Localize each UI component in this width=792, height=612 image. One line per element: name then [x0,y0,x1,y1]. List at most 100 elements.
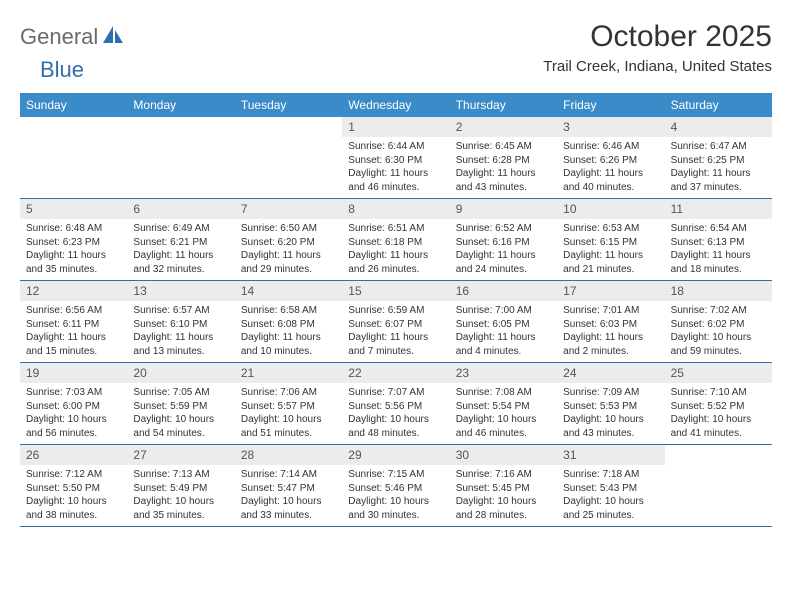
day-number: 7 [235,199,342,219]
calendar-day: 29Sunrise: 7:15 AMSunset: 5:46 PMDayligh… [342,445,449,527]
day-content: Sunrise: 6:59 AMSunset: 6:07 PMDaylight:… [342,301,449,362]
day-content: Sunrise: 7:06 AMSunset: 5:57 PMDaylight:… [235,383,342,444]
day-number: 4 [665,117,772,137]
calendar-day: 21Sunrise: 7:06 AMSunset: 5:57 PMDayligh… [235,363,342,445]
day-content: Sunrise: 7:10 AMSunset: 5:52 PMDaylight:… [665,383,772,444]
day-number: 3 [557,117,664,137]
day-content: Sunrise: 6:51 AMSunset: 6:18 PMDaylight:… [342,219,449,280]
day-content: Sunrise: 7:16 AMSunset: 5:45 PMDaylight:… [450,465,557,526]
logo-text-blue: Blue [40,57,84,83]
day-number: 8 [342,199,449,219]
calendar: Sunday Monday Tuesday Wednesday Thursday… [20,93,772,527]
day-number: 13 [127,281,234,301]
day-content: Sunrise: 7:18 AMSunset: 5:43 PMDaylight:… [557,465,664,526]
calendar-day: 22Sunrise: 7:07 AMSunset: 5:56 PMDayligh… [342,363,449,445]
weekday-header: Thursday [450,93,557,117]
sail-icon [102,25,124,50]
empty-cell [20,117,127,199]
location: Trail Creek, Indiana, United States [543,58,772,75]
weekday-header: Friday [557,93,664,117]
day-content: Sunrise: 6:54 AMSunset: 6:13 PMDaylight:… [665,219,772,280]
day-content: Sunrise: 7:02 AMSunset: 6:02 PMDaylight:… [665,301,772,362]
calendar-day: 7Sunrise: 6:50 AMSunset: 6:20 PMDaylight… [235,199,342,281]
day-number: 11 [665,199,772,219]
calendar-day: 28Sunrise: 7:14 AMSunset: 5:47 PMDayligh… [235,445,342,527]
calendar-day: 17Sunrise: 7:01 AMSunset: 6:03 PMDayligh… [557,281,664,363]
day-number: 25 [665,363,772,383]
day-number: 14 [235,281,342,301]
empty-cell [127,117,234,199]
calendar-body: 1Sunrise: 6:44 AMSunset: 6:30 PMDaylight… [20,117,772,527]
calendar-day: 10Sunrise: 6:53 AMSunset: 6:15 PMDayligh… [557,199,664,281]
day-content: Sunrise: 7:00 AMSunset: 6:05 PMDaylight:… [450,301,557,362]
calendar-day: 23Sunrise: 7:08 AMSunset: 5:54 PMDayligh… [450,363,557,445]
day-content: Sunrise: 7:09 AMSunset: 5:53 PMDaylight:… [557,383,664,444]
day-number: 31 [557,445,664,465]
day-number: 28 [235,445,342,465]
day-number: 23 [450,363,557,383]
calendar-header: Sunday Monday Tuesday Wednesday Thursday… [20,93,772,117]
day-number: 12 [20,281,127,301]
month-title: October 2025 [543,20,772,54]
weekday-header: Monday [127,93,234,117]
calendar-day: 12Sunrise: 6:56 AMSunset: 6:11 PMDayligh… [20,281,127,363]
day-content: Sunrise: 6:56 AMSunset: 6:11 PMDaylight:… [20,301,127,362]
day-number: 30 [450,445,557,465]
calendar-day: 20Sunrise: 7:05 AMSunset: 5:59 PMDayligh… [127,363,234,445]
day-content: Sunrise: 7:12 AMSunset: 5:50 PMDaylight:… [20,465,127,526]
day-number: 29 [342,445,449,465]
calendar-day: 8Sunrise: 6:51 AMSunset: 6:18 PMDaylight… [342,199,449,281]
calendar-day: 19Sunrise: 7:03 AMSunset: 6:00 PMDayligh… [20,363,127,445]
day-content: Sunrise: 6:53 AMSunset: 6:15 PMDaylight:… [557,219,664,280]
day-content: Sunrise: 6:44 AMSunset: 6:30 PMDaylight:… [342,137,449,198]
calendar-day: 15Sunrise: 6:59 AMSunset: 6:07 PMDayligh… [342,281,449,363]
day-content: Sunrise: 6:46 AMSunset: 6:26 PMDaylight:… [557,137,664,198]
calendar-day: 30Sunrise: 7:16 AMSunset: 5:45 PMDayligh… [450,445,557,527]
calendar-day: 2Sunrise: 6:45 AMSunset: 6:28 PMDaylight… [450,117,557,199]
logo: General [20,24,126,50]
calendar-day: 26Sunrise: 7:12 AMSunset: 5:50 PMDayligh… [20,445,127,527]
day-number: 20 [127,363,234,383]
day-number: 10 [557,199,664,219]
calendar-day: 24Sunrise: 7:09 AMSunset: 5:53 PMDayligh… [557,363,664,445]
day-number: 24 [557,363,664,383]
calendar-day: 3Sunrise: 6:46 AMSunset: 6:26 PMDaylight… [557,117,664,199]
day-content: Sunrise: 6:57 AMSunset: 6:10 PMDaylight:… [127,301,234,362]
day-number: 27 [127,445,234,465]
calendar-day: 14Sunrise: 6:58 AMSunset: 6:08 PMDayligh… [235,281,342,363]
calendar-day: 5Sunrise: 6:48 AMSunset: 6:23 PMDaylight… [20,199,127,281]
empty-cell [235,117,342,199]
calendar-day: 18Sunrise: 7:02 AMSunset: 6:02 PMDayligh… [665,281,772,363]
day-number: 6 [127,199,234,219]
weekday-header: Saturday [665,93,772,117]
day-number: 26 [20,445,127,465]
day-number: 1 [342,117,449,137]
day-number: 2 [450,117,557,137]
day-content: Sunrise: 6:49 AMSunset: 6:21 PMDaylight:… [127,219,234,280]
calendar-day: 27Sunrise: 7:13 AMSunset: 5:49 PMDayligh… [127,445,234,527]
calendar-day: 13Sunrise: 6:57 AMSunset: 6:10 PMDayligh… [127,281,234,363]
day-content: Sunrise: 6:58 AMSunset: 6:08 PMDaylight:… [235,301,342,362]
page: General October 2025 Trail Creek, Indian… [0,0,792,537]
day-number: 22 [342,363,449,383]
calendar-day: 11Sunrise: 6:54 AMSunset: 6:13 PMDayligh… [665,199,772,281]
day-number: 18 [665,281,772,301]
day-number: 19 [20,363,127,383]
empty-cell [665,445,772,527]
logo-text-general: General [20,24,98,50]
calendar-day: 31Sunrise: 7:18 AMSunset: 5:43 PMDayligh… [557,445,664,527]
day-number: 21 [235,363,342,383]
day-number: 9 [450,199,557,219]
calendar-day: 4Sunrise: 6:47 AMSunset: 6:25 PMDaylight… [665,117,772,199]
weekday-header: Sunday [20,93,127,117]
day-content: Sunrise: 7:03 AMSunset: 6:00 PMDaylight:… [20,383,127,444]
calendar-day: 9Sunrise: 6:52 AMSunset: 6:16 PMDaylight… [450,199,557,281]
day-content: Sunrise: 7:13 AMSunset: 5:49 PMDaylight:… [127,465,234,526]
day-content: Sunrise: 6:45 AMSunset: 6:28 PMDaylight:… [450,137,557,198]
calendar-day: 16Sunrise: 7:00 AMSunset: 6:05 PMDayligh… [450,281,557,363]
day-content: Sunrise: 7:05 AMSunset: 5:59 PMDaylight:… [127,383,234,444]
day-content: Sunrise: 6:47 AMSunset: 6:25 PMDaylight:… [665,137,772,198]
day-content: Sunrise: 6:48 AMSunset: 6:23 PMDaylight:… [20,219,127,280]
day-number: 17 [557,281,664,301]
title-block: October 2025 Trail Creek, Indiana, Unite… [543,20,772,75]
